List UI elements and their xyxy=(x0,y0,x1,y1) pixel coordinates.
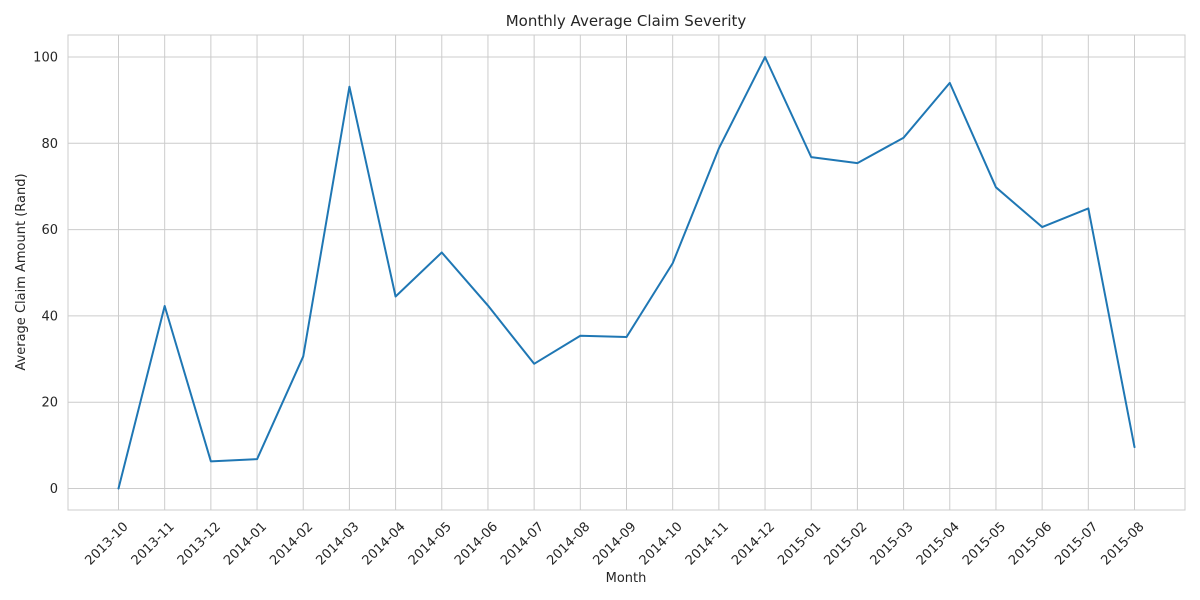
x-tick-label: 2015-01 xyxy=(775,519,824,568)
x-tick-label: 2014-01 xyxy=(221,519,270,568)
y-tick-label: 40 xyxy=(41,309,58,324)
x-tick-label: 2014-05 xyxy=(406,519,455,568)
x-tick-label: 2015-06 xyxy=(1006,519,1055,568)
x-tick-label: 2013-10 xyxy=(83,519,132,568)
x-tick-label: 2014-04 xyxy=(360,519,409,568)
x-tick-label: 2015-07 xyxy=(1052,519,1101,568)
x-tick-label: 2013-12 xyxy=(175,519,224,568)
x-tick-label: 2015-03 xyxy=(868,519,917,568)
y-tick-label: 100 xyxy=(33,51,58,66)
x-tick-label: 2013-11 xyxy=(129,519,178,568)
x-axis-label: Month xyxy=(606,571,647,586)
series-group xyxy=(117,56,1136,490)
y-axis-label: Average Claim Amount (Rand) xyxy=(14,173,29,370)
x-tick-label: 2014-08 xyxy=(544,519,593,568)
x-tick-label: 2014-06 xyxy=(452,519,501,568)
x-tick-label: 2014-12 xyxy=(729,519,778,568)
x-tick-label: 2015-08 xyxy=(1099,519,1148,568)
y-tick-label: 60 xyxy=(41,223,58,238)
x-tick-label: 2015-05 xyxy=(960,519,1009,568)
grid xyxy=(68,35,1185,510)
chart-title: Monthly Average Claim Severity xyxy=(506,12,747,30)
y-tick-label: 80 xyxy=(41,137,58,152)
x-tick-label: 2014-10 xyxy=(637,519,686,568)
plot-frame xyxy=(67,34,1186,511)
x-tick-label: 2014-02 xyxy=(267,519,316,568)
x-axis-ticks: 2013-102013-112013-122014-012014-022014-… xyxy=(83,519,1148,568)
y-axis-ticks: 0 20 40 60 80 100 xyxy=(33,51,58,498)
x-tick-label: 2015-02 xyxy=(821,519,870,568)
y-tick-label: 20 xyxy=(41,396,58,411)
y-tick-label: 0 xyxy=(50,482,58,497)
x-tick-label: 2014-03 xyxy=(313,519,362,568)
x-tick-label: 2015-04 xyxy=(914,519,963,568)
x-tick-label: 2014-09 xyxy=(591,519,640,568)
x-tick-label: 2014-11 xyxy=(683,519,732,568)
x-tick-label: 2014-07 xyxy=(498,519,547,568)
